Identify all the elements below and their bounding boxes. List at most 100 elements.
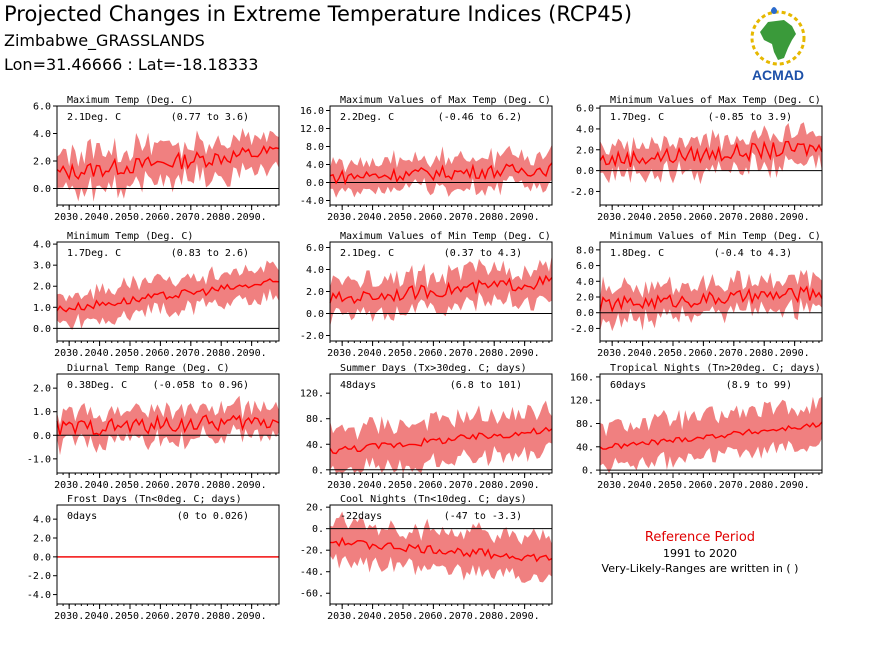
x-tick-label: 2030. bbox=[54, 212, 84, 223]
panel-likely-range: (-0.4 to 4.3) bbox=[714, 248, 792, 259]
x-tick-label: 2070. bbox=[719, 480, 749, 491]
panel-likely-range: (-0.46 to 6.2) bbox=[438, 112, 522, 123]
panel-likely-range: (-0.85 to 3.9) bbox=[708, 112, 792, 123]
y-tick-label: 0.0 bbox=[576, 166, 594, 177]
x-tick-label: 2060. bbox=[418, 480, 448, 491]
x-tick-label: 2060. bbox=[688, 480, 718, 491]
reference-period-title: Reference Period bbox=[644, 530, 756, 545]
y-tick-label: -40. bbox=[300, 567, 324, 578]
x-tick-label: 2040. bbox=[85, 480, 115, 491]
x-tick-label: 2030. bbox=[597, 212, 627, 223]
x-tick-label: 2040. bbox=[358, 480, 388, 491]
mean-series-line bbox=[329, 274, 553, 305]
x-tick-label: 2030. bbox=[327, 212, 357, 223]
x-tick-label: 2080. bbox=[206, 212, 236, 223]
panel-title: Minimum Values of Min Temp (Deg. C) bbox=[610, 231, 821, 242]
x-tick-label: 2070. bbox=[176, 212, 206, 223]
y-tick-label: -20. bbox=[300, 546, 324, 557]
x-tick-label: 2060. bbox=[145, 480, 175, 491]
y-tick-label: 8.0 bbox=[576, 245, 594, 256]
x-tick-label: 2070. bbox=[449, 480, 479, 491]
y-tick-label: 80. bbox=[576, 419, 594, 430]
x-tick-label: 2050. bbox=[115, 212, 145, 223]
y-tick-label: 4.0 bbox=[576, 124, 594, 135]
plot-frame bbox=[329, 373, 553, 474]
panel-title: Minimum Temp (Deg. C) bbox=[67, 231, 193, 242]
y-tick-label: 80. bbox=[306, 414, 324, 425]
x-tick-label: 2070. bbox=[176, 348, 206, 359]
y-tick-label: 6.0 bbox=[576, 104, 594, 115]
y-tick-label: 20. bbox=[306, 503, 324, 514]
panel-likely-range: (0.77 to 3.6) bbox=[171, 112, 249, 123]
x-tick-label: 2080. bbox=[206, 611, 236, 622]
y-tick-label: -2.0 bbox=[300, 331, 324, 342]
x-tick-label: 2050. bbox=[115, 348, 145, 359]
x-tick-label: 2080. bbox=[749, 212, 779, 223]
y-tick-label: 4.0 bbox=[33, 515, 51, 526]
x-tick-label: 2060. bbox=[418, 212, 448, 223]
y-tick-label: 1.0 bbox=[33, 407, 51, 418]
x-tick-label: 2060. bbox=[418, 348, 448, 359]
panel-change-value: 1.7Deg. C bbox=[67, 248, 121, 259]
panel-title: Maximum Temp (Deg. C) bbox=[67, 95, 193, 106]
x-tick-label: 2090. bbox=[237, 480, 267, 491]
y-tick-label: 0.0 bbox=[33, 184, 51, 195]
x-tick-label: 2040. bbox=[358, 611, 388, 622]
plot-frame bbox=[56, 373, 280, 474]
panel-title: Summer Days (Tx>30deg. C; days) bbox=[340, 363, 527, 374]
x-tick-label: 2090. bbox=[780, 480, 810, 491]
x-tick-label: 2090. bbox=[510, 348, 540, 359]
y-tick-label: -2.0 bbox=[570, 324, 594, 335]
y-tick-label: 0.0 bbox=[306, 309, 324, 320]
x-tick-label: 2060. bbox=[688, 212, 718, 223]
likely-range-band bbox=[330, 254, 552, 327]
x-tick-label: 2030. bbox=[54, 348, 84, 359]
y-tick-label: 0.0 bbox=[576, 308, 594, 319]
likely-range-band bbox=[330, 511, 552, 583]
x-tick-label: 2050. bbox=[658, 212, 688, 223]
plot-frame bbox=[56, 105, 280, 206]
panel-change-value: 2.1Deg. C bbox=[67, 112, 121, 123]
likely-range-band bbox=[57, 395, 279, 456]
panel-title: Minimum Values of Max Temp (Deg. C) bbox=[610, 95, 821, 106]
panel-title: Maximum Values of Min Temp (Deg. C) bbox=[340, 231, 551, 242]
y-tick-label: 2.0 bbox=[576, 145, 594, 156]
acmad-logo-text: ACMAD bbox=[752, 67, 804, 83]
y-tick-label: 120. bbox=[300, 389, 324, 400]
x-tick-label: 2070. bbox=[176, 611, 206, 622]
panel-likely-range: (-47 to -3.3) bbox=[444, 511, 522, 522]
plot-frame bbox=[56, 504, 280, 605]
x-tick-label: 2060. bbox=[145, 611, 175, 622]
x-tick-label: 2080. bbox=[479, 480, 509, 491]
y-tick-label: 2.0 bbox=[33, 534, 51, 545]
coordinates-label: Lon=31.46666 : Lat=-18.18333 bbox=[4, 55, 259, 74]
panel-change-value: 1.7Deg. C bbox=[610, 112, 664, 123]
x-tick-label: 2070. bbox=[449, 348, 479, 359]
mean-series-line bbox=[329, 426, 553, 455]
y-tick-label: 6.0 bbox=[576, 261, 594, 272]
panel-change-value: 48days bbox=[340, 380, 376, 391]
y-tick-label: 4.0 bbox=[33, 129, 51, 140]
panel-change-value: -22days bbox=[340, 511, 382, 522]
panel-change-value: 0days bbox=[67, 511, 97, 522]
x-tick-label: 2030. bbox=[597, 480, 627, 491]
x-tick-label: 2050. bbox=[388, 611, 418, 622]
x-tick-label: 2090. bbox=[780, 348, 810, 359]
y-tick-label: -2.0 bbox=[570, 187, 594, 198]
y-tick-label: -2.0 bbox=[27, 571, 51, 582]
y-tick-label: -60. bbox=[300, 589, 324, 600]
x-tick-label: 2040. bbox=[628, 348, 658, 359]
panel-title: Diurnal Temp Range (Deg. C) bbox=[67, 363, 230, 374]
x-tick-label: 2080. bbox=[479, 212, 509, 223]
plot-frame bbox=[329, 504, 553, 605]
x-tick-label: 2040. bbox=[85, 348, 115, 359]
x-tick-label: 2030. bbox=[597, 348, 627, 359]
y-tick-label: -4.0 bbox=[300, 196, 324, 207]
y-tick-label: 0. bbox=[312, 465, 324, 476]
y-tick-label: 16.0 bbox=[300, 106, 324, 117]
plot-frame bbox=[329, 105, 553, 206]
y-tick-label: 2.0 bbox=[33, 157, 51, 168]
y-tick-label: 1.0 bbox=[33, 303, 51, 314]
panel-likely-range: (0.83 to 2.6) bbox=[171, 248, 249, 259]
x-tick-label: 2090. bbox=[510, 212, 540, 223]
